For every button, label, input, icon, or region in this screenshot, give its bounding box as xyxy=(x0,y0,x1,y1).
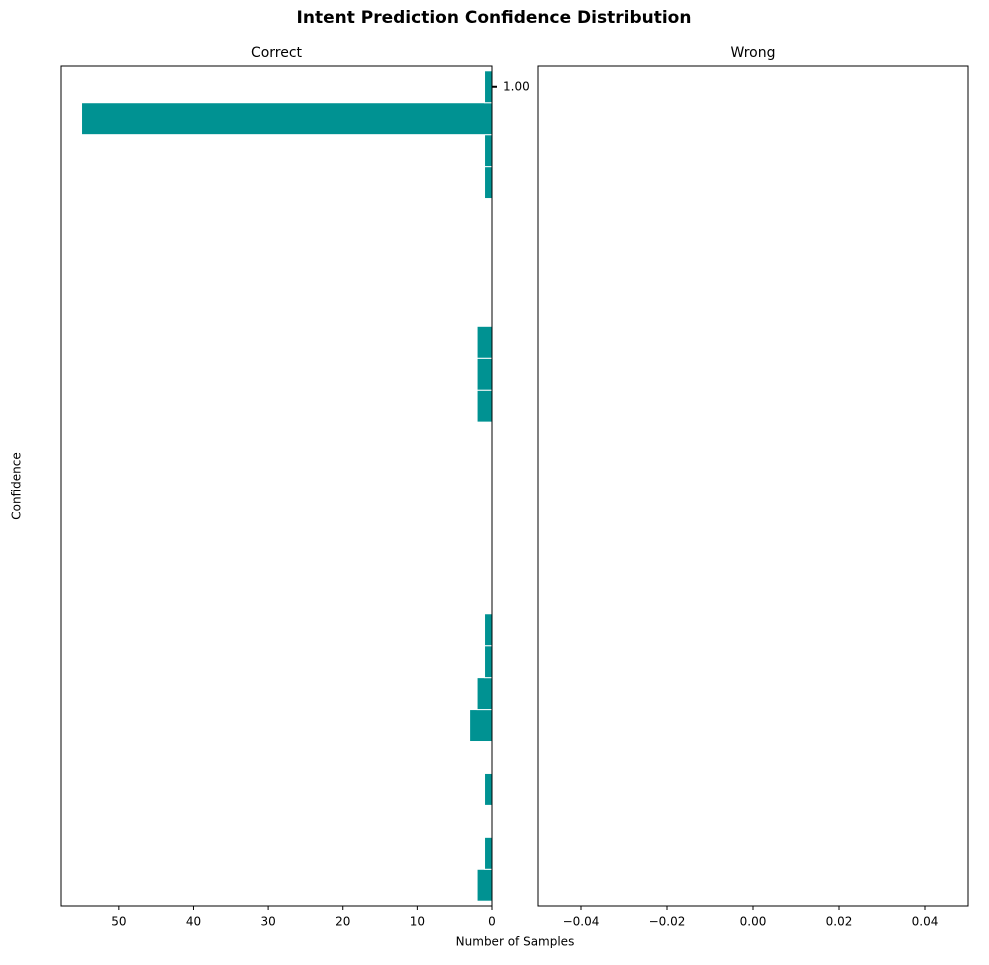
x-tick-label: 20 xyxy=(335,915,350,929)
x-axis-label: Number of Samples xyxy=(456,935,575,949)
bar xyxy=(469,709,493,743)
bar xyxy=(484,836,493,870)
plot-frame xyxy=(60,65,493,907)
bar xyxy=(476,325,493,359)
panel-title: Correct xyxy=(251,45,303,61)
bar xyxy=(484,70,493,104)
plot-frame xyxy=(537,65,969,907)
bar xyxy=(476,389,493,423)
y-axis-label: Confidence xyxy=(10,452,24,519)
bar xyxy=(476,868,493,902)
figure-title: Intent Prediction Confidence Distributio… xyxy=(297,8,692,28)
bar xyxy=(484,645,493,679)
x-tick-label: 10 xyxy=(410,915,425,929)
panel-title: Wrong xyxy=(731,45,776,61)
bar xyxy=(484,134,493,168)
bar xyxy=(81,102,493,136)
x-tick-label: 30 xyxy=(260,915,275,929)
x-tick-label: 0.04 xyxy=(912,915,939,929)
y-tick-label: 1.00 xyxy=(503,79,530,93)
bar xyxy=(476,677,493,711)
x-tick-label: −0.04 xyxy=(563,915,600,929)
bar xyxy=(476,357,493,391)
x-tick-label: 0.02 xyxy=(826,915,853,929)
bar xyxy=(484,613,493,647)
x-tick-label: 0.00 xyxy=(740,915,767,929)
bar xyxy=(484,166,493,200)
x-tick-label: −0.02 xyxy=(649,915,686,929)
x-tick-label: 0 xyxy=(488,915,496,929)
bar xyxy=(484,772,493,806)
x-tick-label: 40 xyxy=(186,915,201,929)
x-tick-label: 50 xyxy=(111,915,126,929)
